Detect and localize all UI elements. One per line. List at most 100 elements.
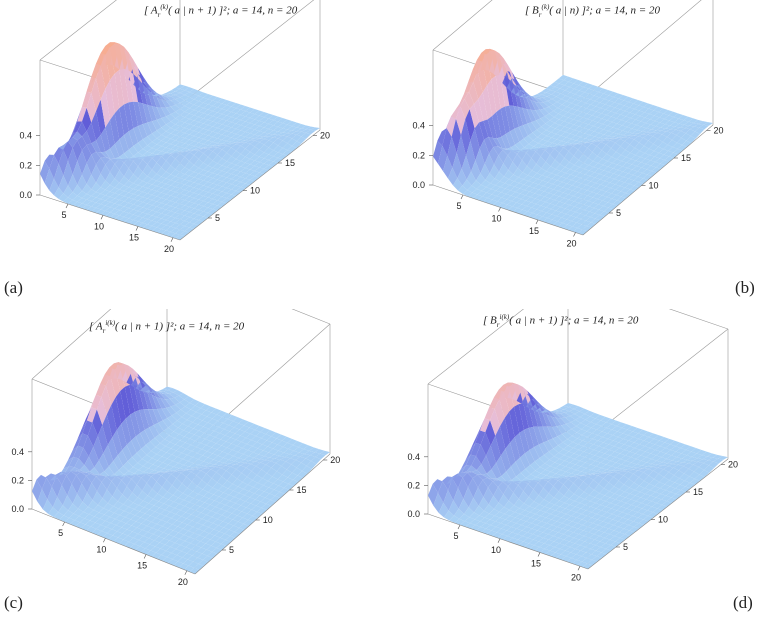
surface-patch	[189, 149, 199, 151]
surface-patch	[151, 517, 162, 524]
surface-patch	[614, 448, 625, 454]
box-edge	[291, 309, 331, 325]
surface-patch	[166, 100, 176, 107]
surface-patch	[128, 70, 138, 103]
surface-patch	[512, 528, 522, 535]
surface-patch	[156, 218, 166, 224]
surface-patch	[563, 112, 573, 118]
surface-patch	[170, 181, 180, 187]
surface-patch	[541, 207, 551, 213]
surface-patch	[194, 137, 204, 143]
surface-patch	[623, 167, 633, 174]
surface-patch	[208, 424, 219, 431]
surface-patch	[169, 501, 180, 508]
surface-patch	[569, 119, 579, 125]
surface-patch	[156, 167, 166, 177]
surface-patch	[156, 397, 167, 409]
surface-patch	[224, 425, 235, 432]
surface-patch	[222, 167, 232, 173]
surface-patch	[77, 203, 87, 209]
surface-patch	[562, 525, 573, 531]
surface-patch	[594, 536, 605, 542]
surface-patch	[112, 487, 123, 502]
surface-patch	[282, 136, 292, 144]
surface-patch	[589, 202, 599, 208]
surface-patch	[595, 179, 605, 185]
surface-patch	[274, 485, 285, 492]
surface-patch	[668, 463, 678, 468]
surface-patch	[540, 409, 550, 413]
surface-patch	[574, 449, 584, 456]
surface-patch	[534, 101, 544, 110]
surface-patch	[114, 199, 124, 205]
surface-patch	[205, 504, 216, 511]
surface-patch	[554, 452, 564, 459]
surface-patch	[567, 435, 578, 443]
surface-patch	[664, 156, 674, 162]
surface-patch	[691, 447, 702, 454]
surface-patch	[604, 135, 614, 139]
surface-patch	[161, 199, 171, 205]
surface-patch	[214, 531, 225, 538]
surface-patch	[480, 517, 490, 524]
surface-patch	[222, 182, 232, 188]
surface-patch	[273, 121, 283, 127]
surface-patch	[208, 105, 218, 111]
surface-patch	[176, 472, 187, 484]
surface-patch	[531, 476, 542, 482]
surface-patch	[184, 565, 195, 572]
surface-patch	[309, 447, 320, 453]
surface-patch	[193, 529, 204, 536]
surface-patch	[147, 82, 157, 98]
surface-patch	[166, 221, 176, 227]
surface-patch	[518, 541, 529, 547]
surface-patch	[88, 446, 99, 468]
surface-patch	[191, 510, 202, 517]
surface-patch	[198, 201, 208, 207]
surface-patch	[107, 437, 118, 462]
surface-patch	[577, 561, 588, 568]
surface-patch	[72, 140, 82, 162]
surface-patch	[649, 478, 660, 487]
surface-patch	[592, 117, 602, 123]
surface-patch	[227, 415, 238, 422]
surface-patch	[156, 151, 166, 156]
surface-patch	[128, 214, 138, 220]
surface-patch	[568, 404, 579, 410]
surface-patch	[563, 402, 574, 408]
surface-patch	[504, 411, 515, 443]
surface-patch	[148, 464, 159, 471]
surface-patch	[235, 429, 245, 436]
surface-patch	[245, 112, 255, 118]
surface-patch	[576, 141, 586, 144]
surface-patch	[212, 143, 222, 146]
surface-patch	[613, 521, 624, 527]
surface-patch	[556, 135, 566, 141]
surface-patch	[226, 443, 237, 450]
surface-patch	[182, 518, 193, 525]
surface-patch	[170, 202, 180, 208]
surface-patch	[156, 450, 167, 457]
surface-patch	[604, 444, 614, 450]
surface-patch	[150, 546, 161, 553]
surface-patch	[146, 450, 157, 459]
surface-patch	[567, 179, 577, 186]
surface-patch	[512, 534, 523, 540]
surface-patch	[685, 129, 695, 136]
surface-patch	[627, 164, 637, 170]
surface-patch	[101, 527, 112, 534]
surface-patch	[500, 418, 510, 449]
surface-patch	[613, 128, 623, 135]
surface-patch	[175, 146, 185, 152]
surface-patch	[638, 435, 649, 441]
surface-patch	[58, 175, 68, 194]
surface-patch	[161, 204, 171, 210]
surface-patch	[96, 204, 106, 210]
surface-patch	[702, 456, 713, 461]
surface-patch	[625, 189, 635, 195]
surface-patch	[568, 190, 578, 196]
surface-patch	[128, 146, 138, 157]
surface-patch	[469, 512, 480, 520]
surface-patch	[540, 512, 551, 518]
surface-patch	[545, 120, 555, 127]
